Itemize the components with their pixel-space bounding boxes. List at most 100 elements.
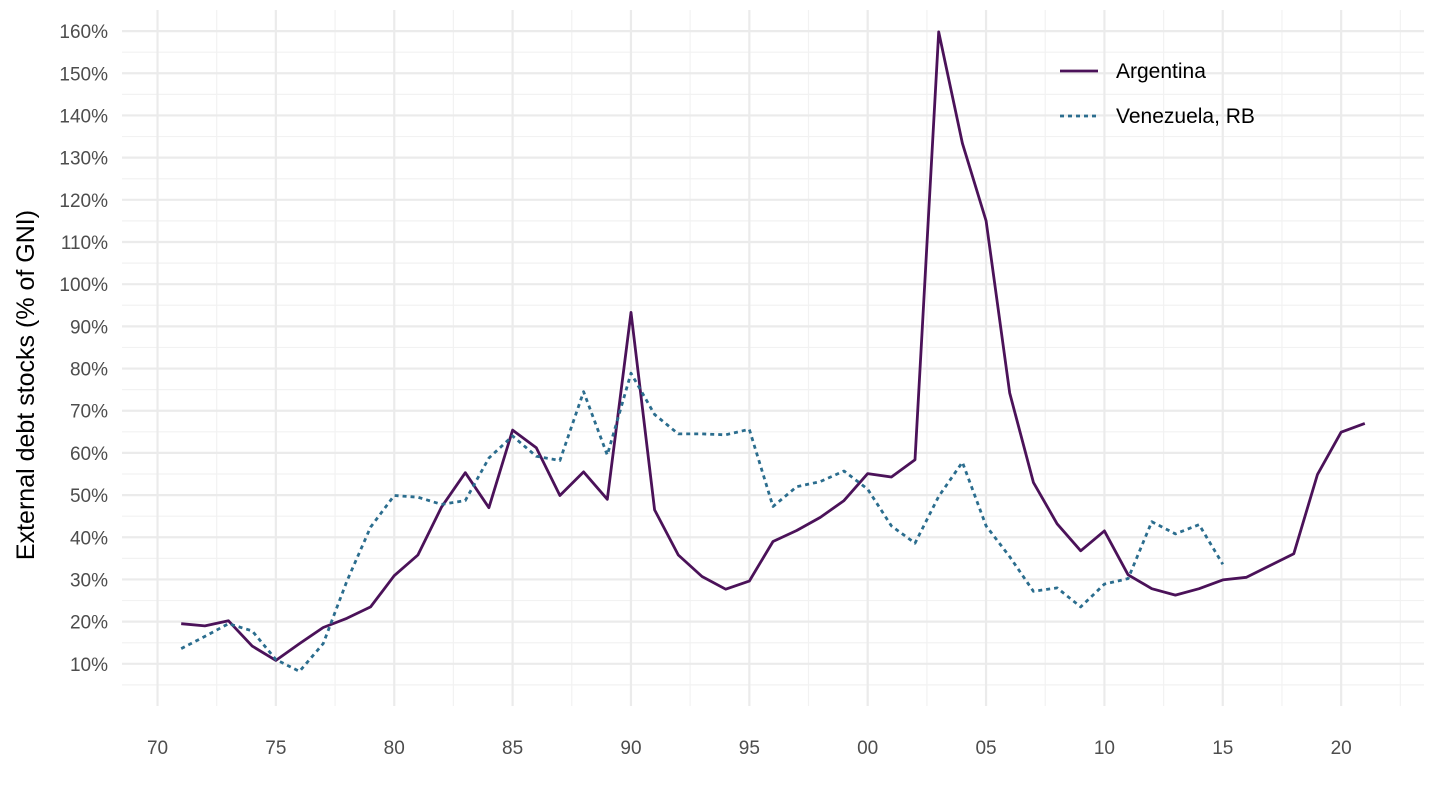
data-point-argentina [1056, 522, 1059, 525]
y-tick-label: 40% [70, 528, 108, 549]
data-point-venezuela-rb [227, 622, 230, 625]
data-point-venezuela-rb [890, 524, 893, 527]
data-point-venezuela-rb [1103, 583, 1106, 586]
data-point-argentina [227, 619, 230, 622]
data-point-venezuela-rb [748, 428, 751, 431]
data-point-venezuela-rb [701, 433, 704, 436]
data-point-argentina [1008, 392, 1011, 395]
data-point-argentina [985, 220, 988, 223]
data-point-venezuela-rb [1150, 520, 1153, 523]
series-lines [180, 30, 1366, 673]
x-tick-label: 90 [620, 738, 641, 759]
data-point-argentina [606, 498, 609, 501]
data-point-argentina [724, 588, 727, 591]
data-point-venezuela-rb [1221, 563, 1224, 566]
data-point-argentina [511, 429, 514, 432]
data-point-argentina [890, 476, 893, 479]
data-point-argentina [1340, 431, 1343, 434]
y-tick-label: 10% [70, 655, 108, 676]
data-point-venezuela-rb [1032, 590, 1035, 593]
x-tick-label: 70 [147, 738, 168, 759]
data-point-venezuela-rb [1127, 577, 1130, 580]
data-point-argentina [203, 624, 206, 627]
data-point-argentina [582, 470, 585, 473]
data-point-argentina [251, 645, 254, 648]
data-point-venezuela-rb [630, 372, 633, 375]
x-tick-label: 10 [1094, 738, 1115, 759]
data-point-venezuela-rb [653, 413, 656, 416]
data-point-venezuela-rb [985, 524, 988, 527]
data-point-venezuela-rb [866, 488, 869, 491]
data-point-venezuela-rb [1079, 605, 1082, 608]
x-tick-label: 20 [1331, 738, 1352, 759]
data-point-argentina [701, 575, 704, 578]
data-point-venezuela-rb [298, 670, 301, 673]
y-tick-label: 120% [59, 191, 108, 212]
data-point-argentina [464, 471, 467, 474]
data-point-argentina [819, 516, 822, 519]
data-point-argentina [417, 554, 420, 557]
data-point-venezuela-rb [322, 642, 325, 645]
x-tick-label: 95 [739, 738, 760, 759]
data-point-argentina [630, 311, 633, 314]
data-point-venezuela-rb [535, 455, 538, 458]
x-tick-label: 05 [975, 738, 996, 759]
data-point-argentina [937, 31, 940, 34]
data-point-venezuela-rb [1174, 532, 1177, 535]
y-tick-label: 60% [70, 444, 108, 465]
data-point-argentina [772, 540, 775, 543]
data-point-argentina [440, 506, 443, 509]
data-point-argentina [914, 458, 917, 461]
y-tick-label: 140% [59, 106, 108, 127]
data-point-argentina [653, 508, 656, 511]
series-line-argentina [181, 30, 1366, 662]
data-point-argentina [180, 622, 183, 625]
data-point-argentina [1316, 473, 1319, 476]
data-point-argentina [1269, 564, 1272, 567]
data-point-venezuela-rb [511, 435, 514, 438]
data-point-argentina [345, 617, 348, 620]
data-point-venezuela-rb [795, 485, 798, 488]
major-gridlines [122, 10, 1424, 706]
data-point-venezuela-rb [937, 495, 940, 498]
data-point-venezuela-rb [464, 499, 467, 502]
data-point-argentina [1245, 576, 1248, 579]
y-tick-label: 150% [59, 64, 108, 85]
legend-label: Venezuela, RB [1116, 105, 1255, 128]
data-point-argentina [843, 499, 846, 502]
data-point-venezuela-rb [417, 496, 420, 499]
data-point-venezuela-rb [1198, 523, 1201, 526]
y-axis-title: External debt stocks (% of GNI) [12, 210, 40, 560]
data-point-venezuela-rb [274, 658, 277, 661]
data-point-venezuela-rb [369, 526, 372, 529]
data-point-argentina [1079, 549, 1082, 552]
data-point-venezuela-rb [251, 630, 254, 633]
data-point-venezuela-rb [559, 459, 562, 462]
legend-label: Argentina [1116, 60, 1206, 83]
data-point-venezuela-rb [203, 635, 206, 638]
data-point-venezuela-rb [440, 503, 443, 506]
x-tick-label: 85 [502, 738, 523, 759]
y-tick-label: 50% [70, 486, 108, 507]
data-point-argentina [369, 605, 372, 608]
data-point-venezuela-rb [606, 454, 609, 457]
data-point-venezuela-rb [393, 494, 396, 497]
data-point-venezuela-rb [180, 647, 183, 650]
data-point-argentina [1174, 594, 1177, 597]
y-tick-label: 70% [70, 402, 108, 423]
x-axis-tick-labels: 70 75 80 85 90 95 00 05 10 15 20 [147, 738, 1352, 759]
data-point-venezuela-rb [724, 433, 727, 436]
data-point-argentina [1292, 552, 1295, 555]
data-point-argentina [961, 142, 964, 145]
data-point-argentina [535, 446, 538, 449]
data-point-venezuela-rb [1008, 555, 1011, 558]
y-tick-label: 160% [59, 22, 108, 43]
data-point-argentina [1363, 422, 1366, 425]
data-point-argentina [1032, 481, 1035, 484]
y-tick-label: 90% [70, 317, 108, 338]
data-point-argentina [559, 494, 562, 497]
data-point-venezuela-rb [345, 580, 348, 583]
data-point-argentina [1198, 587, 1201, 590]
y-tick-label: 100% [59, 275, 108, 296]
